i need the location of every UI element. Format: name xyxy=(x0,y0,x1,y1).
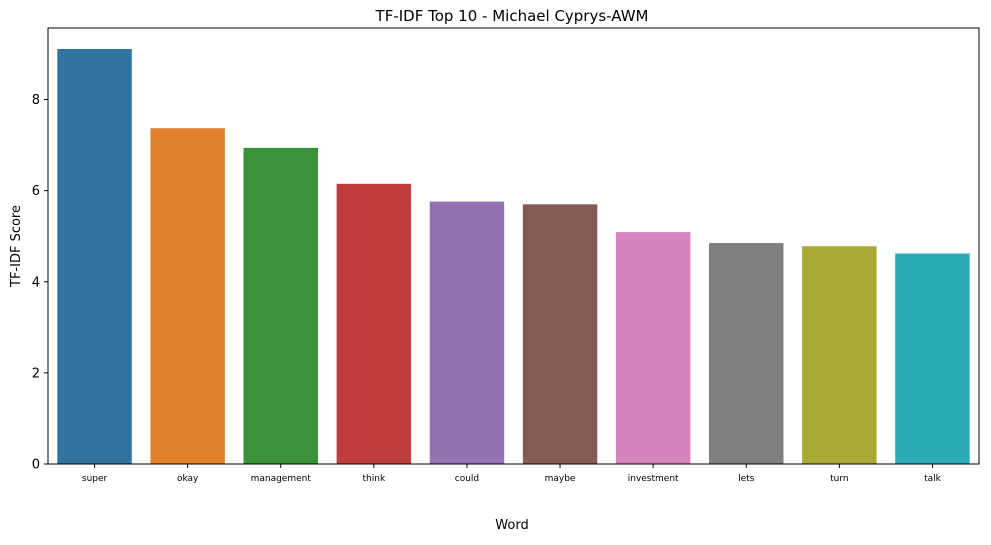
bar-investment xyxy=(615,232,691,464)
x-tick-label: think xyxy=(363,474,386,484)
bars-layer xyxy=(57,48,970,465)
bar-lets xyxy=(709,243,784,464)
y-tick-label: 2 xyxy=(32,366,40,381)
bar-okay xyxy=(150,128,225,465)
y-ticks: 0 2 4 6 8 xyxy=(32,93,48,473)
chart-title: TF-IDF Top 10 - Michael Cyprys-AWM xyxy=(375,7,649,25)
x-axis-label: Word xyxy=(495,518,528,533)
x-tick-label: lets xyxy=(738,474,755,484)
y-axis-label: TF-IDF Score xyxy=(9,205,24,288)
x-ticks: super okay management think could maybe invest… xyxy=(82,464,942,484)
x-tick-label: talk xyxy=(924,474,942,484)
x-tick-label: investment xyxy=(628,474,679,484)
bar-talk xyxy=(895,253,970,464)
x-tick-label: could xyxy=(455,474,479,484)
plot-frame xyxy=(47,27,980,465)
bar-management xyxy=(243,147,318,464)
y-tick-label: 4 xyxy=(32,275,40,290)
bar-think xyxy=(336,183,412,464)
bar-could xyxy=(429,201,505,464)
bar-super xyxy=(57,48,132,465)
y-tick-label: 8 xyxy=(32,93,40,108)
x-tick-label: okay xyxy=(177,474,199,484)
x-tick-label: management xyxy=(251,474,312,484)
bar-turn xyxy=(802,246,877,464)
x-tick-label: super xyxy=(82,474,108,484)
x-tick-label: turn xyxy=(830,474,848,484)
bar-maybe xyxy=(522,204,598,464)
y-tick-label: 0 xyxy=(32,458,40,473)
x-tick-label: maybe xyxy=(545,474,576,484)
y-tick-label: 6 xyxy=(32,184,40,199)
